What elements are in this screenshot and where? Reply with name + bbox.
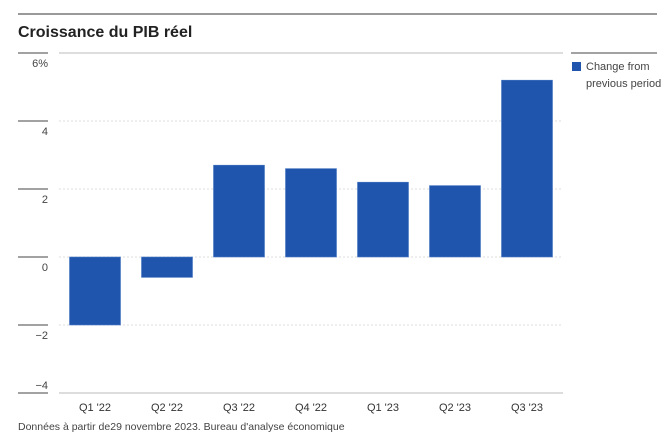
y-tick-label: 0 (42, 262, 48, 274)
bar (141, 256, 193, 278)
bar (501, 79, 553, 258)
x-category-label: Q1 '22 (79, 402, 111, 414)
x-category-label: Q4 '22 (295, 402, 327, 414)
x-category-label: Q1 '23 (367, 402, 399, 414)
chart-title: Croissance du PIB réel (18, 24, 192, 41)
legend-swatch (572, 62, 581, 71)
bar (213, 164, 265, 258)
y-tick-label: −4 (35, 380, 48, 392)
legend-label-line1: Change from (586, 61, 650, 73)
bar (429, 185, 481, 258)
y-tick-label: 2 (42, 194, 48, 206)
x-category-label: Q2 '23 (439, 402, 471, 414)
bar (357, 181, 409, 258)
y-tick-label: 6% (32, 58, 48, 70)
y-tick-label: −2 (35, 330, 48, 342)
legend-label-line2: previous period (586, 78, 661, 90)
x-category-label: Q3 '22 (223, 402, 255, 414)
x-category-label: Q3 '23 (511, 402, 543, 414)
y-tick-label: 4 (42, 126, 48, 138)
legend: Change from previous period (571, 52, 661, 90)
footnote: Données à partir de29 novembre 2023. Bur… (18, 421, 345, 433)
x-category-label: Q2 '22 (151, 402, 183, 414)
bar (69, 256, 121, 326)
bar (285, 168, 337, 258)
